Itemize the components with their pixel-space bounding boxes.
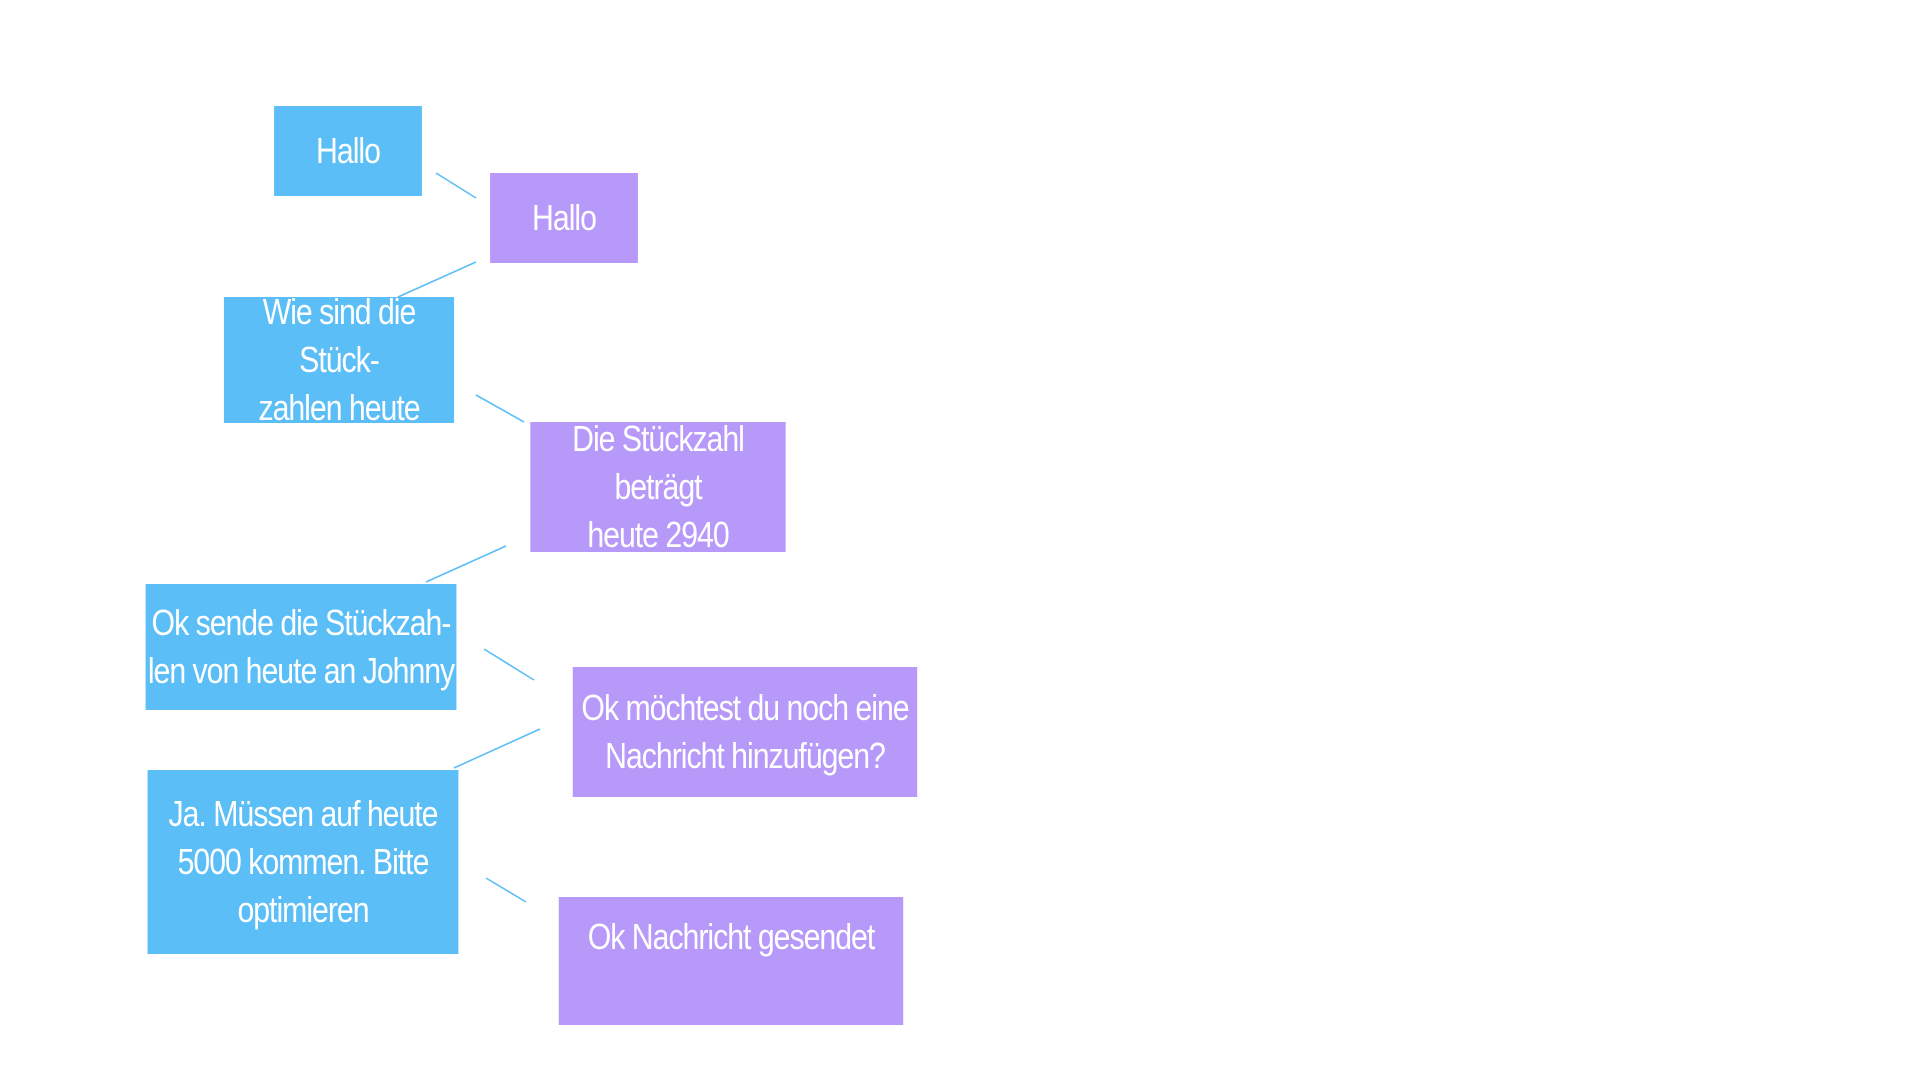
message-text: Hallo: [316, 130, 381, 171]
message-user-greeting: Hallo: [274, 106, 422, 196]
message-text: Ok sende die Stückzah-len von heute an J…: [147, 602, 455, 691]
message-bot-greeting: Hallo: [490, 173, 638, 263]
message-user-ask-count: Wie sind die Stück-zahlen heute: [223, 291, 455, 428]
message-text: Die Stückzahl beträgt heute 2940: [572, 418, 745, 555]
message-user-note: Ja. Müssen auf heute 5000 kommen. Bitte op…: [147, 770, 459, 954]
message-text: Ok Nachricht gesendet: [587, 916, 875, 957]
message-text: Ok möchtest du noch eine Nachricht hinzuf…: [581, 687, 909, 776]
message-text: Hallo: [532, 197, 597, 238]
connector-4-5: [425, 545, 507, 583]
message-user-send-request: Ok sende die Stückzah-len von heute an J…: [145, 584, 457, 710]
connector-3-4: [475, 394, 525, 423]
message-bot-count-reply: Die Stückzahl beträgt heute 2940: [530, 418, 786, 555]
message-text: Ja. Müssen auf heute 5000 kommen. Bitte op…: [168, 793, 439, 930]
connector-6-7: [453, 728, 541, 769]
connector-1-2: [435, 172, 477, 199]
message-bot-confirmation: Ok Nachricht gesendet: [558, 897, 904, 1025]
message-bot-add-note-question: Ok möchtest du noch eine Nachricht hinzuf…: [572, 667, 918, 797]
connector-7-8: [485, 877, 527, 903]
message-text: Wie sind die Stück-zahlen heute: [258, 291, 420, 428]
connector-5-6: [483, 648, 535, 681]
